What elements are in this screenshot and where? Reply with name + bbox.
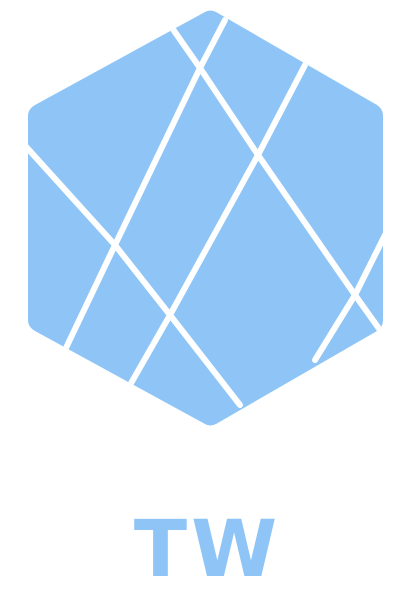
hexagon-fill: [28, 10, 383, 426]
faceted-hexagon-icon: [28, 10, 383, 426]
brand-wordmark: TW: [133, 505, 282, 595]
facet-lines: [28, 17, 383, 408]
